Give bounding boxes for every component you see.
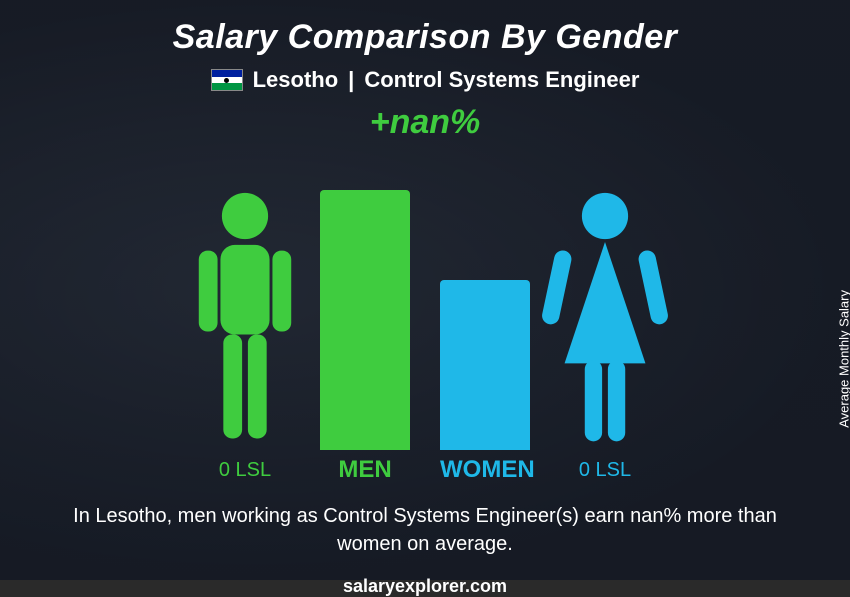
labels-row: 0 LSL MEN WOMEN 0 LSL	[145, 456, 705, 484]
difference-label: +nan%	[0, 103, 850, 142]
men-label: MEN	[320, 456, 410, 484]
subtitle-row: Lesotho | Control Systems Engineer	[0, 67, 850, 93]
footer-source: salaryexplorer.com	[0, 576, 850, 597]
men-bar	[320, 190, 410, 450]
male-figure	[170, 190, 320, 450]
male-icon	[170, 190, 320, 450]
gender-bar-chart	[145, 150, 705, 450]
female-icon	[530, 190, 680, 450]
caption-text: In Lesotho, men working as Control Syste…	[65, 502, 785, 558]
infographic-content: Salary Comparison By Gender Lesotho | Co…	[0, 0, 850, 580]
page-title: Salary Comparison By Gender	[0, 0, 850, 57]
women-value: 0 LSL	[530, 459, 680, 482]
women-label: WOMEN	[440, 456, 530, 484]
job-title-label: Control Systems Engineer	[364, 67, 639, 93]
women-bar	[440, 280, 530, 450]
separator: |	[348, 67, 354, 93]
female-figure	[530, 190, 680, 450]
lesotho-flag-icon	[211, 69, 243, 91]
men-value: 0 LSL	[170, 459, 320, 482]
country-label: Lesotho	[253, 67, 339, 93]
